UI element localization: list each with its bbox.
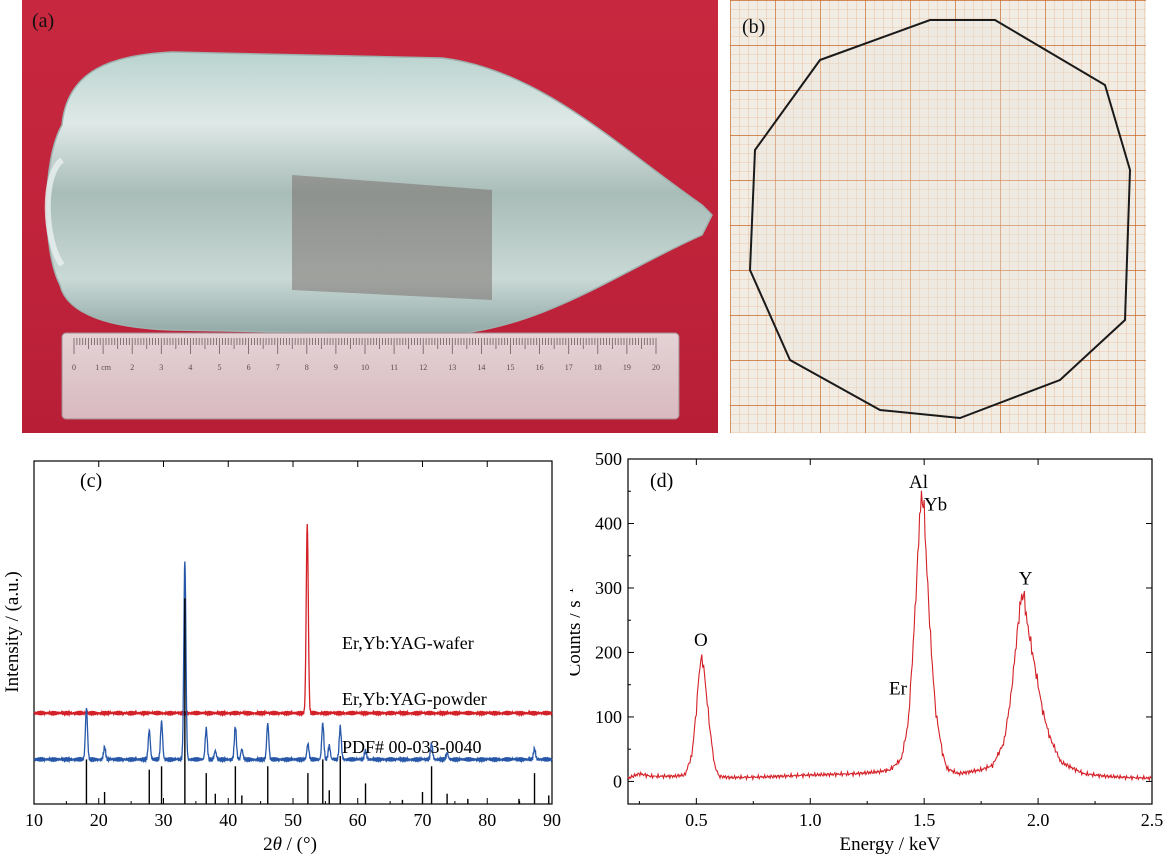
ruler-tick-label: 12 bbox=[419, 363, 427, 372]
y-tick-label: 500 bbox=[595, 449, 622, 469]
y-tick-label: 100 bbox=[595, 707, 622, 727]
panel-c-xrd-chart: 10 20 30 40 50 60 70 80 90 (c) Er,Yb:YAG-wafer E… bbox=[0, 445, 570, 861]
wafer-illustration bbox=[730, 0, 1146, 433]
x-tick-label: 20 bbox=[90, 810, 108, 830]
x-tick-label: 0.5 bbox=[685, 810, 708, 830]
panel-label-c: (c) bbox=[80, 470, 102, 492]
x-axis-title: 2θ / (°) bbox=[263, 834, 317, 855]
legend-wafer: Er,Yb:YAG-wafer bbox=[342, 633, 474, 653]
x-tick-label: 2.5 bbox=[1141, 810, 1164, 830]
y-tick-label: 300 bbox=[595, 578, 622, 598]
x-tick-label: 70 bbox=[414, 810, 432, 830]
x-tick-label: 90 bbox=[543, 810, 561, 830]
ruler-tick-label: 13 bbox=[448, 363, 456, 372]
ruler-tick-label: 16 bbox=[536, 363, 544, 372]
peak-label: O bbox=[694, 630, 708, 651]
ruler-tick-label: 10 bbox=[361, 363, 369, 372]
ruler-tick-label: 7 bbox=[276, 363, 280, 372]
peak-label: Al bbox=[909, 472, 928, 493]
legend-pdf: PDF# 00-033-0040 bbox=[342, 737, 482, 757]
ruler-tick-label: 5 bbox=[218, 363, 222, 372]
x-tick-label: 80 bbox=[478, 810, 496, 830]
x-tick-label: 1.5 bbox=[913, 810, 936, 830]
ruler-tick-label: 0 bbox=[72, 363, 76, 372]
x-tick-label: 2.0 bbox=[1027, 810, 1050, 830]
panel-d-eds-chart: 0.5 1.0 1.5 2.0 2.5 0 100 200 300 400 500 O Al Yb Y Er… bbox=[570, 445, 1165, 861]
x-axis-title: Energy / keV bbox=[840, 834, 941, 855]
ruler-tick-label: 14 bbox=[477, 363, 485, 372]
ruler-tick-label: 4 bbox=[188, 363, 192, 372]
peak-label: Yb bbox=[924, 495, 947, 516]
legend-powder: Er,Yb:YAG-powder bbox=[342, 689, 487, 709]
y-axis-title: Intensity / (a.u.) bbox=[2, 571, 23, 692]
peak-label: Er bbox=[889, 678, 908, 699]
ruler-tick-label: 17 bbox=[565, 363, 573, 372]
eds-spectrum-line bbox=[627, 490, 1152, 782]
ruler-tick-label: 3 bbox=[159, 363, 163, 372]
ruler-tick-label: 8 bbox=[305, 363, 309, 372]
ruler-tick-label: 15 bbox=[507, 363, 515, 372]
ruler-tick-label: 19 bbox=[623, 363, 631, 372]
xrd-chart-svg: 10 20 30 40 50 60 70 80 90 (c) Er,Yb:YAG-wafer E… bbox=[2, 460, 561, 855]
panel-label-b: (b) bbox=[742, 16, 766, 38]
ruler-tick-label: 1 cm bbox=[95, 363, 112, 372]
panel-label-a: (a) bbox=[32, 10, 55, 32]
crystal-boule-illustration: 0 1 cm 2 3 4 5 6 7 8 9 10 11 12 13 14 15 16 17 18 19 20 bbox=[22, 0, 718, 433]
y-tick-label: 200 bbox=[595, 642, 622, 662]
ruler-ticks: 0 1 cm 2 3 4 5 6 7 8 9 10 11 12 13 14 15 16 17 18 19 20 bbox=[72, 338, 660, 372]
x-tick-label: 50 bbox=[284, 810, 302, 830]
series-wafer-line bbox=[33, 523, 553, 718]
boule-body bbox=[46, 51, 713, 336]
ruler bbox=[61, 332, 680, 420]
panel-label-d: (d) bbox=[650, 470, 673, 492]
x-tick-label: 60 bbox=[349, 810, 367, 830]
plot-frame bbox=[627, 458, 1153, 805]
y-tick-label: 400 bbox=[595, 513, 622, 533]
wafer bbox=[748, 19, 1132, 420]
x-tick-label: 40 bbox=[219, 810, 237, 830]
panel-b-photo: (b) bbox=[730, 0, 1146, 433]
ruler-tick-label: 20 bbox=[652, 363, 660, 372]
x-tick-label: 30 bbox=[155, 810, 173, 830]
ruler-tick-label: 6 bbox=[247, 363, 251, 372]
x-tick-label: 10 bbox=[25, 810, 43, 830]
ruler-tick-label: 9 bbox=[334, 363, 338, 372]
peak-label: Y bbox=[1019, 569, 1033, 590]
y-axis-title: Counts / s−1 bbox=[570, 588, 585, 677]
ruler-tick-label: 11 bbox=[390, 363, 398, 372]
ruler-tick-label: 18 bbox=[594, 363, 602, 372]
series-powder-line bbox=[33, 561, 553, 764]
y-tick-label: 0 bbox=[613, 771, 622, 791]
panel-a-photo: 0 1 cm 2 3 4 5 6 7 8 9 10 11 12 13 14 15 16 17 18 19 20 (a) bbox=[22, 0, 718, 433]
x-tick-label: 1.0 bbox=[799, 810, 822, 830]
ruler-tick-label: 2 bbox=[130, 363, 134, 372]
